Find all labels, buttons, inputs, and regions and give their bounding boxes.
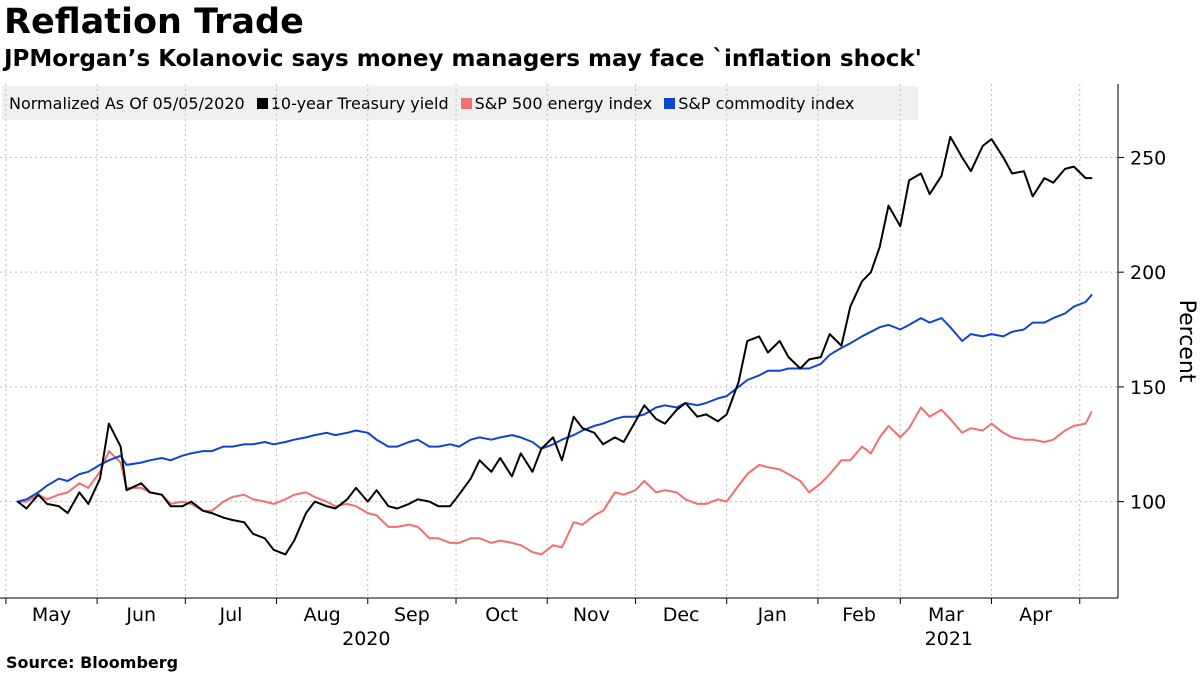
series-line-treasury <box>16 135 1093 556</box>
x-tick-label: May <box>32 604 71 626</box>
x-tick-label: Sep <box>394 604 430 626</box>
x-tick-label: Jul <box>218 604 242 626</box>
x-tick-label: Mar <box>928 604 964 626</box>
y-tick-label: 100 <box>1130 492 1166 514</box>
series-line-commodity <box>16 294 1093 503</box>
series-line-energy <box>16 406 1093 556</box>
legend-swatch-treasury <box>256 97 268 109</box>
legend-item-treasury: 10-year Treasury yield <box>256 93 449 113</box>
x-year-label: 2021 <box>925 628 973 650</box>
y-tick-label: 200 <box>1130 262 1166 284</box>
legend-item-commodity: S&P commodity index <box>664 94 854 113</box>
x-tick-label: Feb <box>842 604 876 626</box>
legend-normalization-note: Normalized As Of 05/05/2020 <box>9 93 245 113</box>
legend-swatch-energy <box>460 97 472 109</box>
x-tick-label: Jan <box>757 604 787 626</box>
x-year-label: 2020 <box>342 628 390 650</box>
legend-label-commodity: S&P commodity index <box>678 93 855 113</box>
x-tick-label: Apr <box>1019 604 1052 626</box>
x-tick-label: Oct <box>485 604 518 626</box>
y-tick-label: 150 <box>1130 377 1166 399</box>
legend: Normalized As Of 05/05/2020 10-year Trea… <box>2 86 918 120</box>
x-tick-label: Aug <box>304 604 341 626</box>
x-tick-label: Dec <box>663 604 700 626</box>
source-note: Source: Bloomberg <box>6 653 179 672</box>
y-axis-label: Percent <box>1174 300 1199 383</box>
legend-item-energy: S&P 500 energy index <box>460 93 653 113</box>
x-tick-label: Nov <box>573 604 610 626</box>
chart-subtitle: JPMorgan’s Kolanovic says money managers… <box>4 46 922 72</box>
legend-label-treasury: 10-year Treasury yield <box>270 93 449 113</box>
y-tick-label: 250 <box>1130 147 1166 169</box>
chart-title: Reflation Trade <box>4 2 304 42</box>
x-tick-label: Jun <box>125 604 156 626</box>
legend-label-energy: S&P 500 energy index <box>474 93 653 113</box>
legend-swatch-commodity <box>664 97 676 109</box>
